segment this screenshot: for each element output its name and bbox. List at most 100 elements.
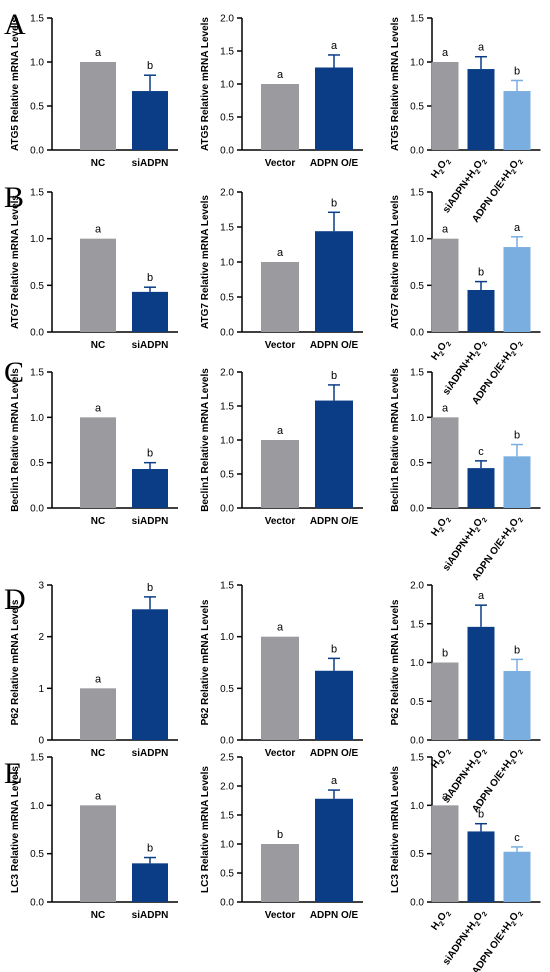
x-category-label: ADPN O/E: [310, 516, 359, 527]
y-tick-label: 2.0: [220, 368, 234, 379]
significance-letter: b: [478, 267, 484, 279]
significance-letter: b: [514, 644, 520, 656]
x-category-label: NC: [91, 340, 105, 351]
y-tick-label: 1.0: [410, 234, 424, 245]
y-axis-label: ATG5 Relative mRNA Levels: [390, 17, 401, 151]
x-category-label: Vector: [265, 910, 296, 921]
y-axis-label: P62 Relative mRNA Levels: [390, 599, 401, 725]
y-axis-label: ATG7 Relative mRNA Levels: [390, 195, 401, 329]
bar: [503, 851, 531, 902]
y-tick-label: 0.5: [220, 293, 234, 304]
bar: [315, 67, 353, 150]
y-tick-label: 0.0: [410, 898, 424, 909]
bar: [80, 417, 116, 508]
chart-d-1: 0 1 2 3 P62 Relative mRNA Levels a NC b siADPN: [10, 581, 178, 759]
significance-letter: a: [277, 425, 284, 437]
y-tick-label: 2.0: [410, 581, 424, 592]
y-tick-label: 1.5: [410, 14, 424, 25]
y-tick-label: 1.0: [220, 80, 234, 91]
y-tick-label: 0.5: [220, 684, 234, 695]
significance-letter: a: [95, 673, 102, 685]
bar: [431, 805, 459, 902]
y-axis-label: P62 Relative mRNA Levels: [200, 599, 211, 725]
bar: [467, 626, 495, 740]
bar: [467, 290, 495, 332]
y-tick-label: 0.0: [410, 504, 424, 515]
y-tick-label: 0.5: [30, 458, 44, 469]
chart-c-3: 0.0 0.5 1.0 1.5 Beclin1 Relative mRNA Levels…: [390, 368, 541, 583]
y-axis-label: LC3 Relative mRNA Levels: [390, 766, 401, 893]
significance-letter: b: [277, 829, 283, 841]
y-tick-label: 1.0: [30, 801, 44, 812]
significance-letter: b: [514, 430, 520, 442]
y-tick-label: 0.0: [30, 328, 44, 339]
panel-letter-d: D: [4, 583, 26, 616]
x-category-label: Vector: [265, 158, 296, 169]
y-tick-label: 1.5: [30, 368, 44, 379]
y-tick-label: 0.5: [220, 869, 234, 880]
y-axis-label: Beclin1 Relative mRNA Levels: [10, 368, 21, 512]
bar: [80, 688, 116, 740]
x-category-label: siADPN: [132, 910, 169, 921]
bar: [503, 247, 531, 332]
bar: [132, 863, 168, 902]
y-tick-label: 1.5: [410, 368, 424, 379]
y-tick-label: 0.0: [220, 504, 234, 515]
y-axis-label: LC3 Relative mRNA Levels: [10, 766, 21, 893]
bar: [132, 291, 168, 332]
y-tick-label: 2.5: [220, 753, 234, 764]
bar: [503, 671, 531, 740]
significance-letter: b: [514, 65, 520, 77]
significance-letter: a: [95, 790, 102, 802]
significance-letter: b: [147, 60, 153, 72]
significance-letter: b: [331, 643, 337, 655]
y-axis-label: P62 Relative mRNA Levels: [10, 599, 21, 725]
bar: [261, 636, 299, 740]
bar: [132, 609, 168, 740]
x-category-label: NC: [91, 910, 105, 921]
y-tick-label: 0.0: [220, 328, 234, 339]
y-tick-label: 1.5: [30, 14, 44, 25]
y-tick-label: 1.5: [220, 811, 234, 822]
y-tick-label: 0.0: [220, 736, 234, 747]
y-tick-label: 1.0: [410, 801, 424, 812]
y-axis-label: Beclin1 Relative mRNA Levels: [200, 368, 211, 512]
y-tick-label: 1.5: [410, 753, 424, 764]
y-tick-label: 0.5: [410, 697, 424, 708]
chart-a-1: 0.0 0.5 1.0 1.5 ATG5 Relative mRNA Levels a NC…: [10, 14, 178, 169]
x-category-label: H2O2: [429, 155, 453, 181]
significance-letter: b: [147, 843, 153, 855]
y-tick-label: 0.0: [30, 898, 44, 909]
significance-letter: a: [331, 40, 338, 52]
significance-letter: a: [277, 69, 284, 81]
significance-letter: a: [277, 247, 284, 259]
y-tick-label: 2.0: [220, 188, 234, 199]
y-tick-label: 1.0: [410, 413, 424, 424]
y-tick-label: 1.5: [30, 753, 44, 764]
y-axis-label: ATG5 Relative mRNA Levels: [200, 17, 211, 151]
x-category-label: siADPN: [132, 340, 169, 351]
y-tick-label: 1.0: [220, 840, 234, 851]
significance-letter: b: [331, 197, 337, 209]
bar: [80, 238, 116, 332]
y-tick-label: 0.0: [30, 146, 44, 157]
significance-letter: a: [442, 47, 449, 59]
y-axis-label: ATG7 Relative mRNA Levels: [200, 195, 211, 329]
bar: [467, 831, 495, 902]
y-tick-label: 0: [38, 736, 44, 747]
significance-letter: a: [277, 622, 284, 634]
y-tick-label: 1.0: [410, 58, 424, 69]
y-tick-label: 3: [38, 581, 44, 592]
bar: [80, 805, 116, 902]
bar: [467, 69, 495, 150]
y-tick-label: 2.0: [220, 782, 234, 793]
y-axis-label: ATG7 Relative mRNA Levels: [10, 195, 21, 329]
y-tick-label: 0.0: [410, 328, 424, 339]
significance-letter: a: [95, 402, 102, 414]
significance-letter: b: [147, 582, 153, 594]
panel-letter-e: E: [4, 757, 23, 790]
bar: [315, 231, 353, 332]
significance-letter: a: [478, 42, 485, 54]
x-category-label: NC: [91, 158, 105, 169]
